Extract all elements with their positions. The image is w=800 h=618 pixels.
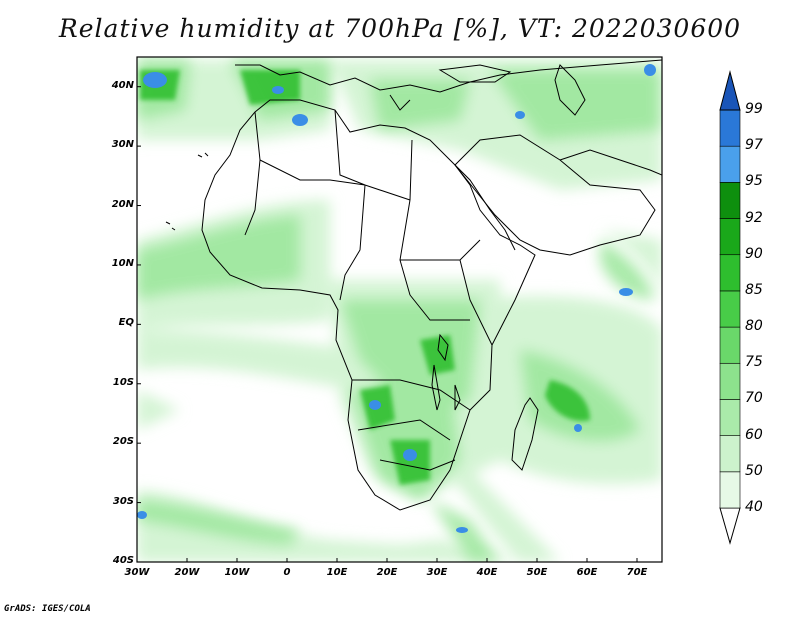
colorbar-cell — [719, 362, 741, 400]
lon-label: 0 — [283, 567, 291, 578]
colorbar-cell — [719, 70, 741, 111]
lon-label: 10E — [326, 567, 348, 578]
lon-label: 40E — [476, 567, 498, 578]
lon-label: 50E — [526, 567, 548, 578]
colorbar-cell — [719, 507, 741, 545]
colorbar-level-label: 80 — [745, 318, 763, 335]
lon-label: 30W — [124, 567, 150, 578]
colorbar-cell — [719, 182, 741, 219]
colorbar-cell — [719, 471, 741, 509]
colorbar-level-label: 50 — [745, 462, 763, 479]
lon-label: 60E — [576, 567, 598, 578]
humidity-field — [137, 57, 662, 562]
credit-text: GrADS: IGES/COLA — [4, 604, 91, 614]
colorbar-level-label: 90 — [745, 245, 763, 262]
lat-label: 40S — [112, 555, 134, 566]
lon-label: 20W — [174, 567, 200, 578]
chart-title: Relative humidity at 700hPa [%], VT: 202… — [58, 14, 742, 43]
lat-label: 20N — [111, 198, 134, 210]
lon-label: 30E — [426, 567, 448, 578]
colorbar-level-label: 95 — [745, 173, 763, 190]
lat-label: 40N — [111, 79, 134, 91]
colorbar-level-label: 97 — [745, 137, 763, 154]
lat-label: 30N — [111, 139, 134, 151]
colorbar-cell — [719, 109, 741, 147]
lat-label: 10S — [112, 376, 134, 388]
colorbar-cell — [719, 145, 741, 183]
colorbar-cell — [719, 254, 741, 292]
colorbar-cell — [719, 290, 741, 328]
lat-label: 10N — [111, 257, 134, 269]
colorbar-level-label: 75 — [745, 354, 763, 371]
colorbar-level-label: 70 — [745, 390, 763, 407]
lat-label: 30S — [112, 495, 134, 507]
axis-ticks — [136, 86, 638, 563]
coastlines — [165, 59, 662, 511]
colorbar-level-label: 92 — [745, 209, 763, 226]
map-frame — [136, 56, 663, 563]
colorbar-cell — [719, 399, 741, 436]
lon-label: 20E — [376, 567, 398, 578]
lat-label: EQ — [118, 317, 134, 329]
colorbar-level-label: 99 — [745, 101, 763, 117]
lat-label: 20S — [112, 436, 134, 448]
colorbar-level-label: 60 — [745, 426, 763, 443]
colorbar-level-label: 85 — [745, 281, 763, 298]
colorbar-cell — [719, 435, 741, 473]
colorbar-cell — [719, 218, 741, 256]
colorbar-level-label: 40 — [745, 499, 763, 515]
lon-label: 70E — [626, 567, 648, 578]
lon-label: 10W — [224, 567, 250, 578]
colorbar-cell — [719, 326, 741, 364]
